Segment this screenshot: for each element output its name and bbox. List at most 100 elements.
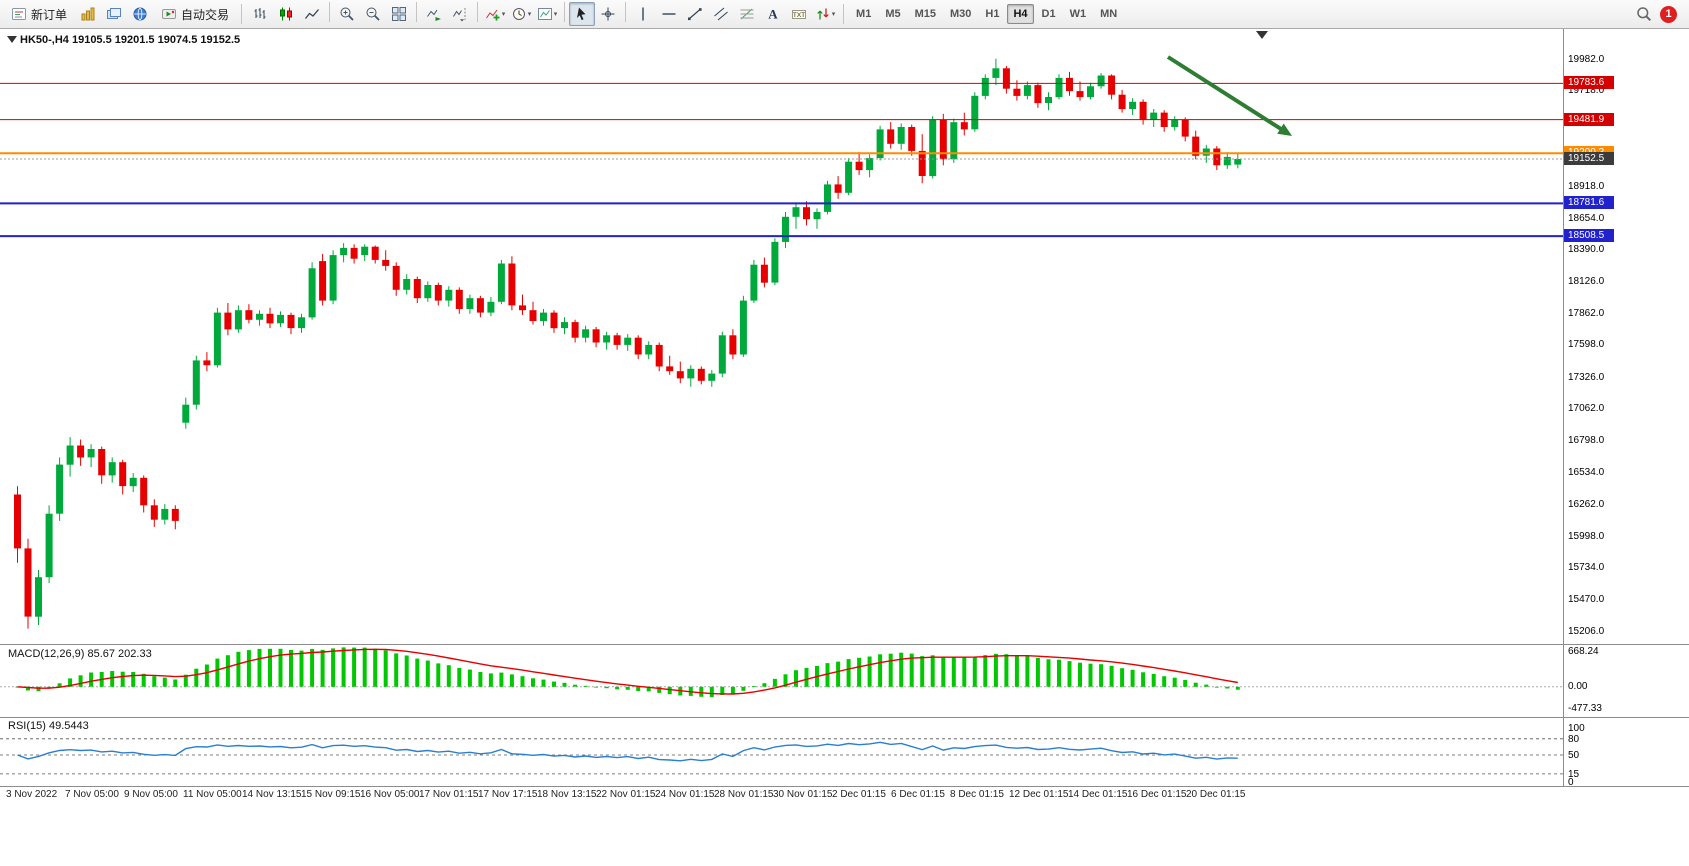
- profiles-icon: [106, 6, 122, 22]
- timeframe-w1-button[interactable]: W1: [1069, 8, 1087, 20]
- cursor-icon: [574, 6, 590, 22]
- price-tick-label: 19718.0: [1568, 85, 1605, 96]
- panel-separator: [0, 786, 1689, 787]
- templates-icon: [537, 6, 553, 22]
- price-tick-label: 16262.0: [1568, 499, 1605, 510]
- auto-scroll-button[interactable]: [421, 2, 447, 26]
- new-chart-icon: [80, 6, 96, 22]
- zoom-out-button[interactable]: [360, 2, 386, 26]
- timeframe-m30-button[interactable]: M30: [950, 8, 972, 20]
- label-button[interactable]: TXT: [786, 2, 812, 26]
- price-tick-label: 18126.0: [1568, 276, 1605, 287]
- time-axis-label: 7 Nov 05:00: [65, 789, 119, 800]
- data-window-button[interactable]: [127, 2, 153, 26]
- timeframe-m15-button[interactable]: M15: [914, 8, 936, 20]
- time-axis-label: 14 Nov 13:15: [242, 789, 302, 800]
- crosshair-button[interactable]: [595, 2, 621, 26]
- price-tick-label: 19982.0: [1568, 54, 1605, 65]
- time-axis-label: 30 Nov 01:15: [773, 789, 833, 800]
- toolbar-separator: [843, 4, 845, 24]
- crosshair-icon: [600, 6, 616, 22]
- search-icon[interactable]: [1636, 6, 1652, 22]
- time-axis-label: 6 Dec 01:15: [891, 789, 945, 800]
- price-tick-label: 15206.0: [1568, 626, 1605, 637]
- macd-axis-label: 0.00: [1568, 681, 1588, 692]
- time-axis-label: 15 Nov 09:15: [301, 789, 361, 800]
- candlestick-chart-button[interactable]: [273, 2, 299, 26]
- toolbar-separator: [416, 1, 418, 22]
- timeframe-m5-button[interactable]: M5: [885, 8, 901, 20]
- new-order-icon: [11, 6, 27, 22]
- time-axis-label: 17 Nov 17:15: [478, 789, 538, 800]
- auto-scroll-icon: [426, 6, 442, 22]
- tile-windows-icon: [391, 6, 407, 22]
- periods-button[interactable]: ▾: [508, 2, 534, 26]
- time-axis-label: 16 Dec 01:15: [1127, 789, 1187, 800]
- price-tick-label: 17062.0: [1568, 403, 1605, 414]
- horizontal-line-icon: [661, 6, 677, 22]
- arrows-button[interactable]: ▾: [812, 2, 838, 26]
- line-chart-icon: [304, 6, 320, 22]
- svg-text:A: A: [768, 6, 778, 21]
- cursor-button[interactable]: [569, 1, 596, 26]
- time-axis-label: 11 Nov 05:00: [183, 789, 242, 800]
- price-level-label: 19783.6: [1564, 76, 1614, 89]
- chart-symbol-ohlc: HK50-,H4 19105.5 19201.5 19074.5 19152.5: [20, 34, 241, 46]
- toolbar-separator: [329, 1, 331, 22]
- chevron-down-icon: ▾: [831, 10, 836, 18]
- trendline-button[interactable]: [682, 2, 708, 26]
- templates-button[interactable]: ▾: [534, 2, 560, 26]
- indicators-button[interactable]: ▾: [482, 2, 508, 26]
- new-chart-button[interactable]: [75, 2, 101, 26]
- panel-separator: [0, 717, 1689, 718]
- rsi-panel[interactable]: [0, 718, 1563, 785]
- chart-shift-button[interactable]: [447, 2, 473, 26]
- notification-badge[interactable]: 1: [1660, 5, 1677, 23]
- line-chart-button[interactable]: [299, 2, 325, 26]
- profiles-button[interactable]: [101, 2, 127, 26]
- price-tick-label: 16534.0: [1568, 467, 1605, 478]
- zoom-in-button[interactable]: [334, 2, 360, 26]
- macd-axis-label: 668.24: [1568, 646, 1599, 657]
- time-axis-label: 24 Nov 01:15: [655, 789, 715, 800]
- timeframe-mn-button[interactable]: MN: [1100, 8, 1118, 20]
- macd-panel[interactable]: [0, 645, 1563, 716]
- price-tick-label: 18918.0: [1568, 181, 1605, 192]
- toolbar-right: 1: [1636, 5, 1685, 23]
- one-click-trading-toggle[interactable]: [7, 36, 17, 43]
- rsi-axis-label: 15: [1568, 769, 1580, 780]
- vertical-line-button[interactable]: [630, 2, 656, 26]
- price-tick-label: 18654.0: [1568, 213, 1605, 224]
- timeframe-h4-button[interactable]: H4: [1007, 4, 1034, 24]
- autotrading-icon: [161, 6, 177, 22]
- channel-button[interactable]: [708, 2, 734, 26]
- toolbar-separator: [241, 4, 243, 24]
- text-button[interactable]: A: [760, 2, 786, 26]
- trendline-icon: [687, 6, 703, 22]
- price-level-label: 19481.9: [1564, 113, 1614, 126]
- price-tick-label: 17598.0: [1568, 339, 1605, 350]
- chart-shift-icon: [452, 6, 468, 22]
- toolbar-separator: [625, 1, 627, 22]
- autotrading-button[interactable]: 自动交易: [154, 3, 236, 26]
- indicators-icon: [485, 6, 501, 22]
- macd-axis-label: -477.33: [1568, 703, 1602, 714]
- rsi-axis-label: 100: [1568, 723, 1585, 734]
- tile-windows-button[interactable]: [386, 2, 412, 26]
- zoom-out-icon: [365, 6, 381, 22]
- horizontal-line-button[interactable]: [656, 2, 682, 26]
- new-order-button[interactable]: 新订单: [4, 3, 74, 26]
- bar-chart-icon: [252, 6, 268, 22]
- timeframe-d1-button[interactable]: D1: [1041, 8, 1056, 20]
- fibonacci-button[interactable]: [734, 2, 760, 26]
- timeframe-h1-button[interactable]: H1: [985, 8, 1000, 20]
- chevron-down-icon: ▾: [527, 10, 532, 18]
- candlestick-chart[interactable]: [0, 30, 1563, 644]
- price-tick-label: 15734.0: [1568, 562, 1605, 573]
- panel-separator: [0, 644, 1689, 645]
- bar-chart-button[interactable]: [247, 2, 273, 26]
- fibonacci-icon: [739, 6, 755, 22]
- time-axis-label: 8 Dec 01:15: [950, 789, 1004, 800]
- timeframe-m1-button[interactable]: M1: [856, 8, 872, 20]
- zoom-in-icon: [339, 6, 355, 22]
